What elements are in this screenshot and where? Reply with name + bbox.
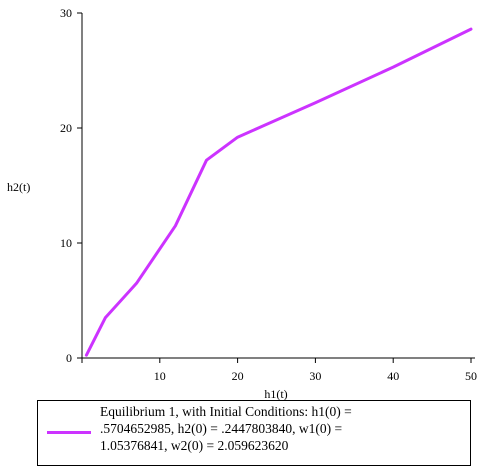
series xyxy=(84,27,473,357)
x-axis-label: h1(t) xyxy=(264,387,287,400)
legend-swatch xyxy=(47,431,91,434)
y-tick-label: 30 xyxy=(60,6,72,20)
y-tick-label: 10 xyxy=(60,236,72,250)
x-tick-label: 20 xyxy=(232,369,244,383)
legend-label: Equilibrium 1, with Initial Conditions: … xyxy=(100,404,352,453)
y-tick-label: 0 xyxy=(66,351,72,365)
chart: 10 20 30 40 50 0 10 20 30 h1(t) h2(t) xyxy=(7,6,477,400)
x-tick-label: 40 xyxy=(387,369,399,383)
ticks: 10 20 30 40 50 0 10 20 30 xyxy=(60,6,477,383)
legend: Equilibrium 1, with Initial Conditions: … xyxy=(37,400,471,466)
x-tick-label: 50 xyxy=(465,369,477,383)
y-tick-label: 20 xyxy=(60,121,72,135)
y-axis-label: h2(t) xyxy=(7,180,30,194)
axes xyxy=(81,13,475,363)
x-tick-label: 10 xyxy=(154,369,166,383)
x-tick-label: 30 xyxy=(309,369,321,383)
series-line xyxy=(84,27,473,357)
